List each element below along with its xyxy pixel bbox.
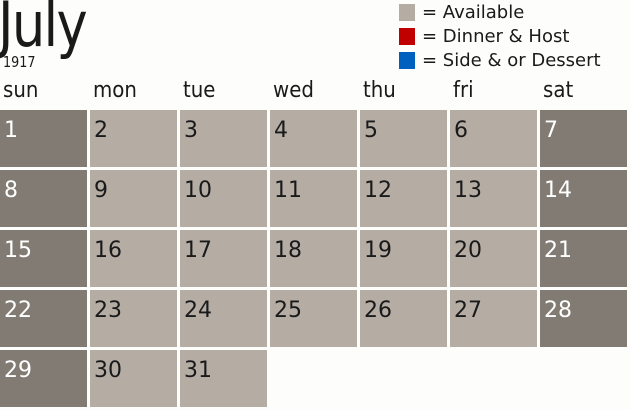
year-label: 1917 <box>3 53 36 71</box>
legend-item-side-dessert: = Side & or Dessert <box>399 48 601 72</box>
legend-label: = Dinner & Host <box>422 25 570 47</box>
day-cell[interactable]: 2 <box>90 110 177 167</box>
legend-item-dinner-host: = Dinner & Host <box>399 24 601 48</box>
weekday-header-tue: tue <box>183 78 216 103</box>
day-cell[interactable]: 5 <box>360 110 447 167</box>
legend-label: = Side & or Dessert <box>422 49 601 71</box>
day-cell[interactable]: 1 <box>0 110 87 167</box>
day-cell[interactable]: 24 <box>180 290 267 347</box>
day-cell[interactable]: 10 <box>180 170 267 227</box>
day-cell[interactable]: 27 <box>450 290 537 347</box>
day-cell[interactable]: 26 <box>360 290 447 347</box>
legend-item-available: = Available <box>399 0 601 24</box>
calendar-grid: 1 2 3 4 5 6 7 8 9 10 11 12 13 14 15 16 17 18 19 20 21 22 23 24 2… <box>0 110 627 407</box>
weekday-header-mon: mon <box>93 78 137 103</box>
day-cell[interactable]: 4 <box>270 110 357 167</box>
day-cell[interactable]: 16 <box>90 230 177 287</box>
day-cell[interactable]: 15 <box>0 230 87 287</box>
day-cell[interactable]: 3 <box>180 110 267 167</box>
day-cell[interactable]: 12 <box>360 170 447 227</box>
day-cell[interactable]: 17 <box>180 230 267 287</box>
day-cell[interactable]: 22 <box>0 290 87 347</box>
month-title: July <box>0 0 88 61</box>
swatch-available <box>399 3 415 21</box>
day-cell[interactable]: 14 <box>540 170 627 227</box>
swatch-side-dessert <box>399 51 415 69</box>
day-cell[interactable]: 25 <box>270 290 357 347</box>
weekday-header-thu: thu <box>363 78 396 103</box>
weekday-header-wed: wed <box>273 78 314 103</box>
day-cell[interactable]: 7 <box>540 110 627 167</box>
day-cell[interactable]: 28 <box>540 290 627 347</box>
day-cell[interactable]: 30 <box>90 350 177 407</box>
day-cell[interactable]: 11 <box>270 170 357 227</box>
day-cell[interactable]: 19 <box>360 230 447 287</box>
weekday-header-sun: sun <box>3 78 39 103</box>
swatch-dinner-host <box>399 27 415 45</box>
day-cell[interactable]: 23 <box>90 290 177 347</box>
day-cell[interactable]: 21 <box>540 230 627 287</box>
legend-label: = Available <box>422 1 525 23</box>
day-cell[interactable]: 8 <box>0 170 87 227</box>
day-cell[interactable]: 18 <box>270 230 357 287</box>
day-cell[interactable]: 9 <box>90 170 177 227</box>
weekday-header-fri: fri <box>453 78 474 103</box>
day-cell[interactable]: 31 <box>180 350 267 407</box>
day-cell[interactable]: 20 <box>450 230 537 287</box>
day-cell[interactable]: 13 <box>450 170 537 227</box>
weekday-header-sat: sat <box>543 78 574 103</box>
day-cell[interactable]: 6 <box>450 110 537 167</box>
legend: = Available = Dinner & Host = Side & or … <box>399 0 601 72</box>
day-cell[interactable]: 29 <box>0 350 87 407</box>
